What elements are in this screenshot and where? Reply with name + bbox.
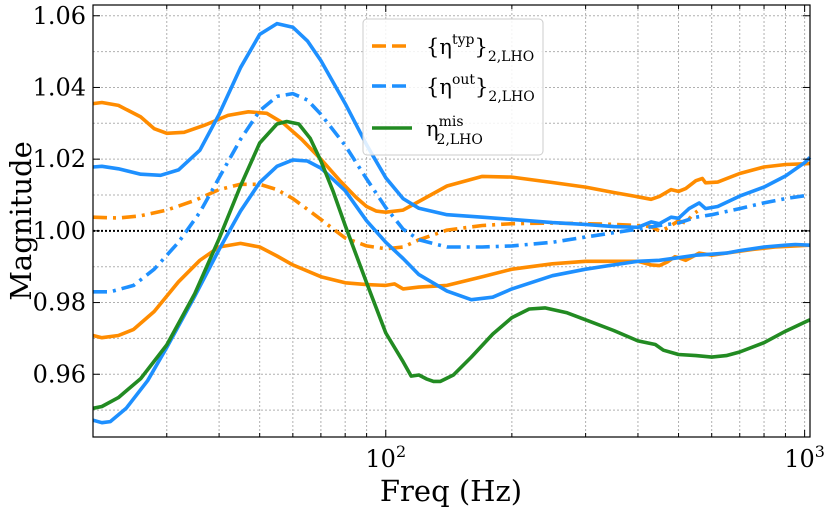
y-tick-label: 1.04 xyxy=(33,73,86,101)
series-line-4 xyxy=(92,21,812,230)
series-line-1 xyxy=(92,100,811,214)
y-tick-label: 1.06 xyxy=(33,2,86,30)
y-tick-label: 0.96 xyxy=(33,360,86,388)
legend-label-1: {ηtyp}2,LHO xyxy=(426,32,534,65)
legend-label-3: ηmis 2,LHO xyxy=(426,114,483,148)
series-line-7 xyxy=(92,119,811,411)
tick-marks xyxy=(92,5,810,437)
plot-frame xyxy=(92,4,811,438)
y-tick-label: 1.00 xyxy=(33,217,86,245)
x-tick-label: 103 xyxy=(784,442,825,473)
x-axis-label: Freq (Hz) xyxy=(380,474,522,508)
y-tick-label: 0.98 xyxy=(33,289,86,317)
legend-box xyxy=(362,18,544,156)
x-tick-labels: 102 103 xyxy=(365,442,825,473)
legend-label-2: {ηout}2,LHO xyxy=(426,72,535,105)
y-tick-labels: 0.96 0.98 1.00 1.02 1.04 1.06 xyxy=(33,2,86,389)
series-group xyxy=(92,21,812,425)
legend: {ηtyp}2,LHO {ηout}2,LHO ηmis 2,LHO xyxy=(362,18,544,156)
series-line-2 xyxy=(92,182,699,251)
y-tick-label: 1.02 xyxy=(33,145,86,173)
y-axis-label: Magnitude xyxy=(4,141,38,301)
x-tick-label: 102 xyxy=(365,442,406,473)
